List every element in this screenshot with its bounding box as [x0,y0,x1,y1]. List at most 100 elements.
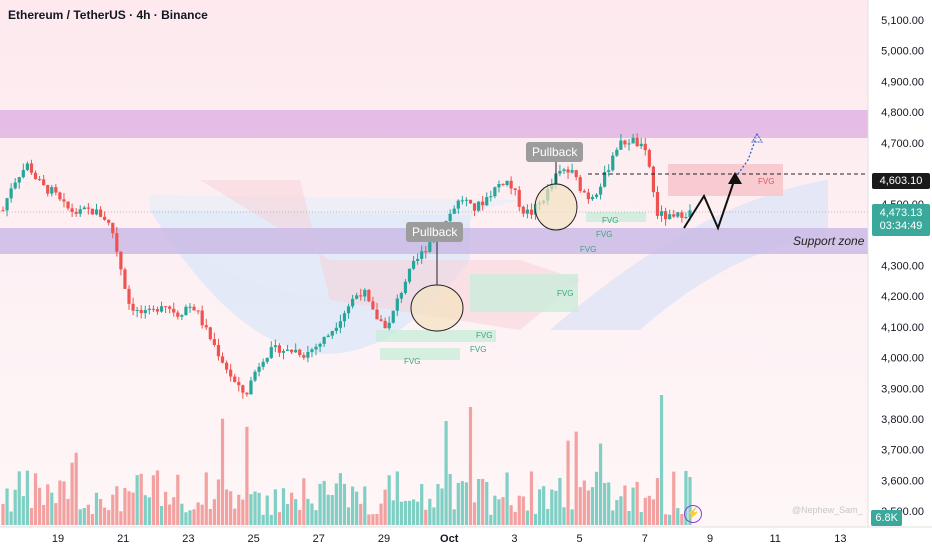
volume-bar [403,500,408,525]
candle-body [676,212,680,217]
volume-bar [391,500,395,525]
volume-bar [416,501,420,525]
candle-body [489,196,493,198]
candle-body [411,260,416,269]
volume-bar [200,504,204,525]
candle-body [139,309,143,314]
candle-body [151,308,156,310]
fvg-box-red [668,164,783,196]
candle-body [562,169,566,172]
support-zone-label: Support zone [793,234,865,248]
candle-body [501,184,505,186]
volume-bar [395,471,399,525]
candle-body [448,213,452,222]
lightning-icon[interactable]: ⚡ [684,505,702,523]
candle-body [615,149,619,156]
projection-path [683,177,736,231]
volume-bar [82,508,86,525]
chart-title: Ethereum / TetherUS · 4h · Binance [8,8,208,22]
candle-body [680,212,684,218]
candle-body [159,306,164,312]
volume-bar [159,505,164,525]
price-tick-label: 5,100.00 [881,15,924,27]
candle-body [472,203,477,211]
volume-tag: 6.8K [871,510,902,526]
volume-bar [537,489,542,525]
volume-bar [94,492,99,525]
candle-body [424,251,428,253]
candle-body [635,137,639,147]
candle-body [184,306,188,316]
volume-bar [680,514,684,525]
candle-body [416,258,420,261]
volume-bar [139,473,143,525]
countdown-timer: 03:34:49 [879,220,923,232]
time-tick-label: 27 [313,533,325,545]
time-tick-label: 23 [182,533,194,545]
candle-body [558,171,562,174]
volume-bar [192,509,196,525]
candle-body [477,201,481,211]
candle-body [168,306,172,309]
candle-body [452,208,456,214]
volume-bar [66,498,70,525]
time-tick-label: 21 [117,533,129,545]
candle-body [387,322,391,329]
candle-body [273,345,277,348]
volume-bar [688,477,692,525]
candle-body [355,295,359,299]
candle-body [298,349,302,356]
volume-bar [261,514,265,525]
price-tick-label: 4,100.00 [881,322,924,334]
volume-bar [684,470,688,525]
volume-bar [17,471,21,525]
volume-bar [643,497,647,525]
candle-body [334,327,338,331]
candle-body [517,190,521,207]
volume-bar [505,472,509,525]
candle-body [578,177,582,191]
price-tick-label: 4,000.00 [881,353,924,365]
volume-bar [639,511,643,525]
candle-body [204,325,208,328]
price-axis[interactable]: 5,100.00 5,000.00 4,900.00 4,800.00 4,700.00… [881,15,924,518]
volume-bar [501,497,505,525]
candle-body [103,216,107,220]
candle-body [233,376,237,382]
candle-body [21,170,25,178]
time-tick-label: 19 [52,533,64,545]
fvg-label: FVG [758,177,774,186]
fvg-label: FVG [580,245,596,254]
volume-bar [277,512,282,525]
candle-body [90,208,95,215]
price-tick-label: 4,200.00 [881,291,924,303]
volume-bar [574,431,578,525]
candle-body [631,137,635,144]
candle-body [42,179,46,186]
candle-body [485,196,489,206]
volume-bar [62,481,66,525]
volume-bar [517,495,521,525]
fvg-label: FVG [404,357,420,366]
candle-body [17,177,21,183]
candle-body [50,187,54,194]
candle-body [428,242,432,252]
volume-bar [533,513,538,525]
candle-body [111,222,115,234]
volume-bar [249,494,253,525]
time-tick-label: 25 [247,533,259,545]
watermark: @Nephew_Sam_ [792,505,863,515]
volume-bar [631,487,635,525]
time-axis[interactable]: 19 21 23 25 27 29 Oct 3 5 7 9 11 13 [52,533,847,545]
time-tick-label: 29 [378,533,390,545]
time-tick-label: 9 [707,533,713,545]
time-tick-label: 13 [834,533,846,545]
volume-bar [346,507,351,525]
volume-bar [428,498,432,525]
volume-bar [253,491,257,525]
volume-bar [98,498,103,525]
candle-body [371,301,375,310]
candle-body [257,366,261,372]
candle-body [200,310,204,326]
